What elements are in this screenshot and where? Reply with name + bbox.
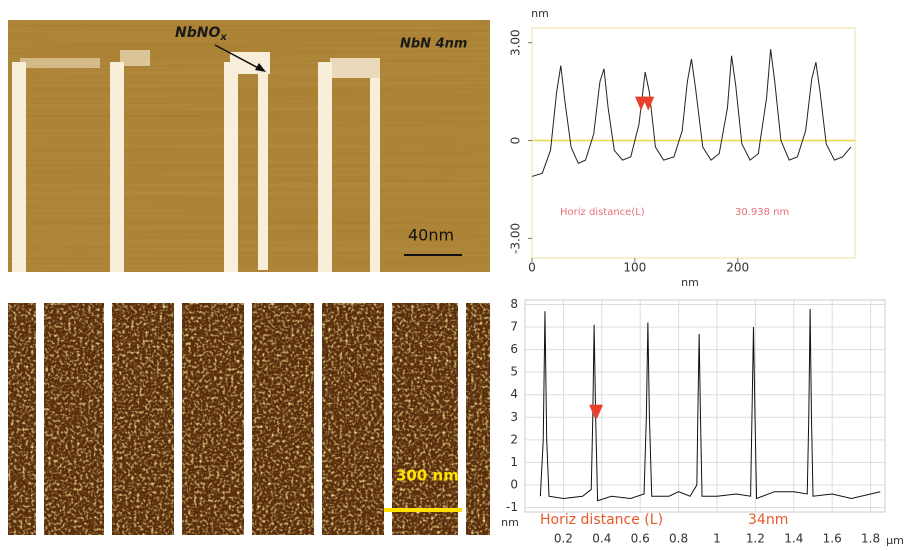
x-tick-label: 1.6 <box>823 532 842 546</box>
cursor-marker <box>591 404 603 419</box>
x-axis-unit: nm <box>681 276 699 289</box>
x-tick-label: 0.6 <box>631 532 650 546</box>
x-tick-label: 0 <box>528 261 536 275</box>
y-tick-label: 1 <box>510 455 518 469</box>
y-tick-label: -3.00 <box>509 223 523 254</box>
y-tick-label: 7 <box>510 320 518 334</box>
arrow-head <box>255 63 266 72</box>
y-tick-label: 6 <box>510 342 518 356</box>
annotation: 34nm <box>748 512 788 528</box>
y-axis-unit: nm <box>501 516 519 529</box>
profile-line <box>539 309 881 502</box>
y-tick-label: 3 <box>510 410 518 424</box>
x-tick-label: 1.8 <box>861 532 880 546</box>
plot-frame <box>524 299 886 513</box>
annotation: 30.938 nm <box>735 207 789 218</box>
scale-bar-label: 40nm <box>408 226 454 245</box>
x-tick-label: 1 <box>713 532 721 546</box>
x-tick-label: 0.4 <box>592 532 611 546</box>
annotation: Horiz distance (L) <box>540 512 663 528</box>
y-axis-unit: nm <box>531 7 549 20</box>
annotation: Horiz distance(L) <box>560 207 645 218</box>
sample-label: NbN 4nm <box>400 37 467 52</box>
x-tick-label: 100 <box>623 261 646 275</box>
x-tick-label: 1.4 <box>784 532 803 546</box>
x-tick-label: 0.2 <box>554 532 573 546</box>
y-tick-label: 0 <box>510 477 518 491</box>
y-tick-label: 3.00 <box>509 29 523 56</box>
y-tick-label: 4 <box>510 387 518 401</box>
y-tick-label: -1 <box>506 500 518 514</box>
profile-line <box>531 49 852 177</box>
plot-frame <box>531 27 856 259</box>
x-tick-label: 0.8 <box>669 532 688 546</box>
y-tick-label: 8 <box>510 297 518 311</box>
x-tick-label: 1.2 <box>746 532 765 546</box>
x-tick-label: 200 <box>726 261 749 275</box>
cursor-marker <box>642 96 655 111</box>
y-tick-label: 2 <box>510 432 518 446</box>
scale-bar-label: 300 nm <box>396 467 459 485</box>
y-tick-label: 0 <box>509 137 523 145</box>
x-axis-unit: µm <box>886 534 904 547</box>
material-annotation: NbNOx <box>175 25 227 43</box>
annotation-text: NbNO <box>175 25 220 41</box>
y-tick-label: 5 <box>510 365 518 379</box>
annotation-subscript: x <box>219 32 227 43</box>
afm-image-top: NbNOx NbN 4nm 40nm <box>8 20 490 272</box>
afm-image-bottom: 300 nm <box>8 303 490 535</box>
arrow <box>214 44 263 71</box>
